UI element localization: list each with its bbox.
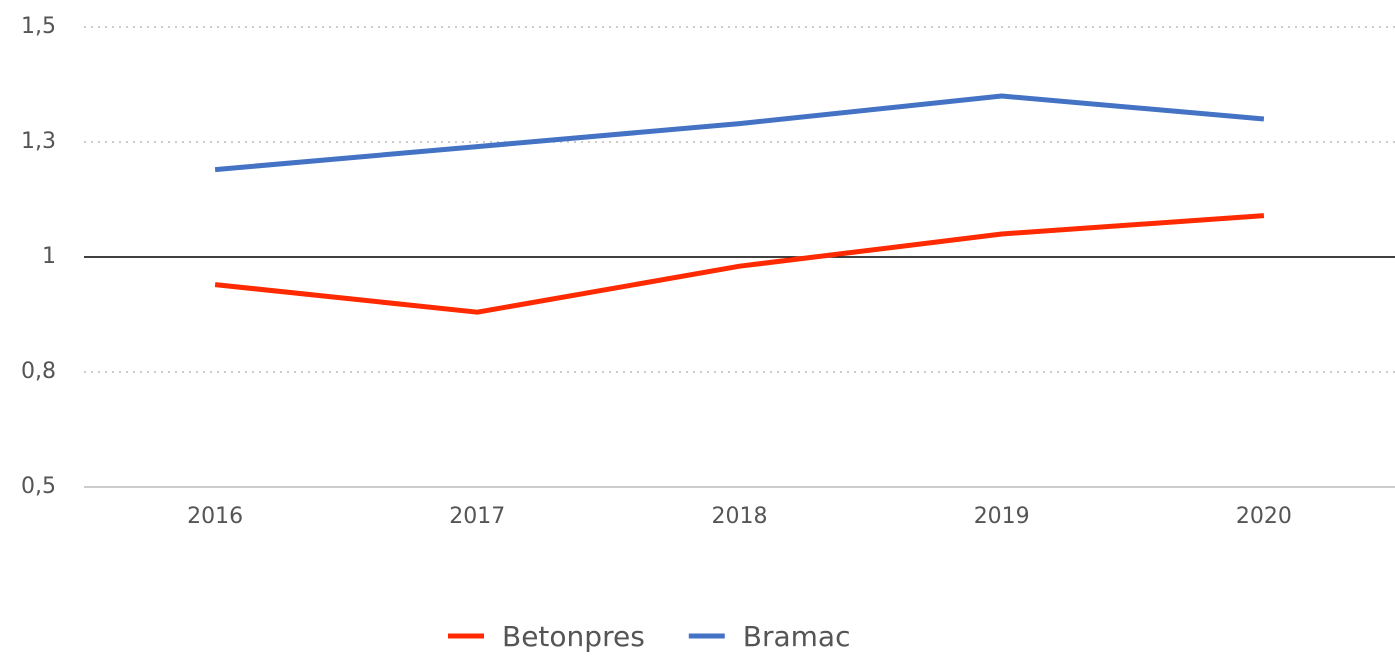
y-tick-label: 1,3 (21, 129, 56, 154)
x-tick-label: 2017 (449, 504, 505, 529)
series-line (214, 213, 1265, 315)
legend-label: Betonpres (502, 620, 645, 653)
y-tick-label: 1,5 (21, 14, 56, 39)
x-tick-label: 2020 (1236, 504, 1292, 529)
x-tick-label: 2016 (187, 504, 243, 529)
legend: Betonpres Bramac (448, 620, 851, 653)
y-tick-label: 0,8 (21, 359, 56, 384)
y-tick-label: 1 (42, 244, 56, 269)
x-tick-label: 2018 (712, 504, 768, 529)
x-tick-label: 2019 (974, 504, 1030, 529)
legend-label: Bramac (743, 620, 851, 653)
series-line (214, 93, 1265, 173)
y-tick-label: 0,5 (21, 474, 56, 499)
